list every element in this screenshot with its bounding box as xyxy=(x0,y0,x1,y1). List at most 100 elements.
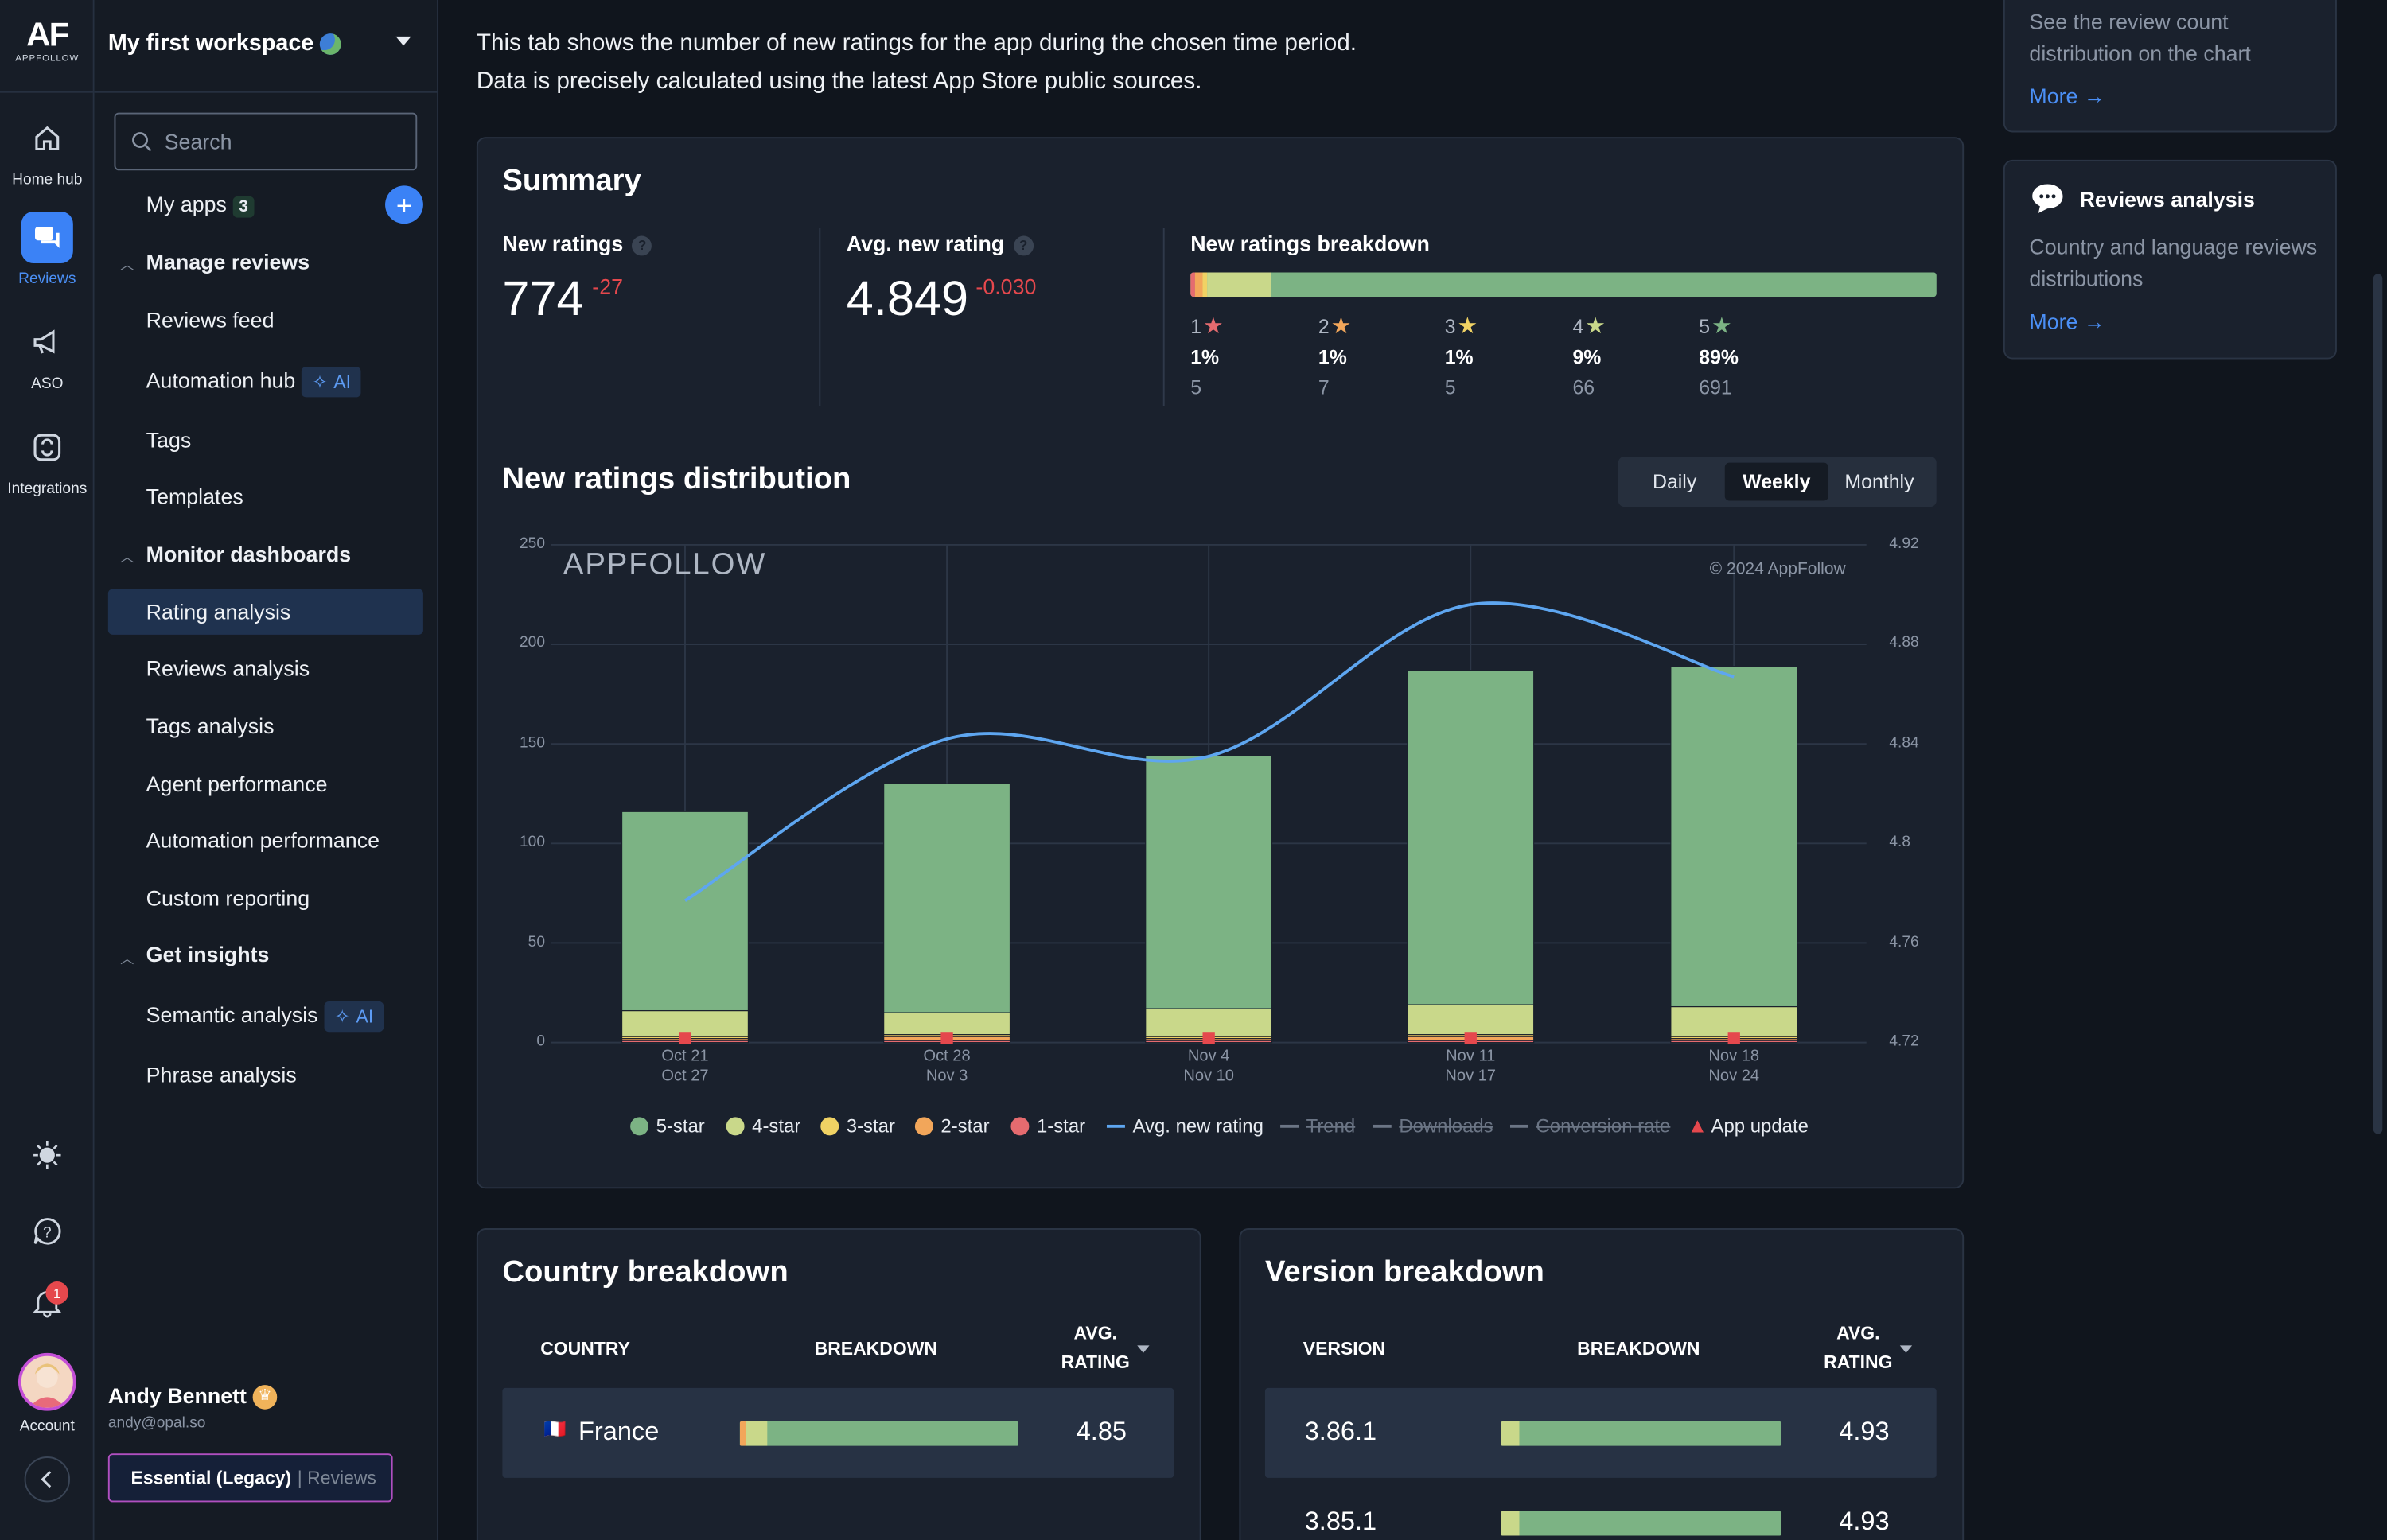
magic-wand-icon: ✧ xyxy=(312,371,328,393)
legend-item-5-star[interactable]: 5-star xyxy=(630,1115,705,1137)
legend-item-conversion-rate[interactable]: Conversion rate xyxy=(1509,1115,1671,1138)
sidebar-item-phrase-analysis[interactable]: Phrase analysis xyxy=(146,1062,297,1087)
sidebar-item-reviews-feed[interactable]: Reviews feed xyxy=(146,307,275,332)
section-get-insights[interactable]: Get insights xyxy=(146,942,270,966)
help-icon[interactable]: ? xyxy=(25,1208,70,1254)
column-header-avg-rating[interactable]: AVG. RATING xyxy=(1824,1322,1893,1373)
chart-watermark: APPFOLLOW xyxy=(563,547,767,581)
star-rating-label: 4 ★ xyxy=(1572,312,1605,340)
sort-desc-icon[interactable] xyxy=(1899,1345,1913,1353)
breakdown-column-1-star: 1 ★ 1% 5 xyxy=(1190,312,1223,399)
sidebar-item-custom-reporting[interactable]: Custom reporting xyxy=(146,885,310,911)
sidebar-item-agent-performance[interactable]: Agent performance xyxy=(146,772,328,796)
more-link[interactable]: More → xyxy=(2029,84,2105,108)
help-icon[interactable]: ? xyxy=(632,235,652,256)
ai-badge: ✧ AI xyxy=(301,367,362,398)
theme-toggle-icon[interactable] xyxy=(25,1132,70,1177)
legend-item-3-star[interactable]: 3-star xyxy=(820,1115,895,1137)
home-icon xyxy=(21,113,73,165)
breakdown-count: 5 xyxy=(1444,375,1456,399)
avatar[interactable] xyxy=(18,1352,76,1411)
rail-home-hub[interactable]: Home hub xyxy=(0,113,95,189)
y-axis-tick: 50 xyxy=(528,933,545,951)
star-count-label: 5 xyxy=(1699,315,1711,338)
sidebar-item-rating-analysis[interactable]: Rating analysis xyxy=(146,599,291,624)
y2-axis-tick: 4.84 xyxy=(1889,734,1919,752)
legend-item-downloads[interactable]: Downloads xyxy=(1373,1115,1493,1137)
legend-item-avg-new-rating[interactable]: Avg. new rating xyxy=(1106,1115,1264,1137)
help-icon[interactable]: ? xyxy=(1013,235,1034,256)
integrations-icon xyxy=(21,422,73,473)
sidebar-item-tags-analysis[interactable]: Tags analysis xyxy=(146,714,275,738)
rail-reviews[interactable]: Reviews xyxy=(0,211,95,288)
version-name: 3.86.1 xyxy=(1304,1417,1377,1446)
section-manage-reviews[interactable]: Manage reviews xyxy=(146,249,310,274)
breakdown-count: 5 xyxy=(1190,375,1202,399)
workspace-switcher[interactable]: My first workspace xyxy=(108,30,342,56)
legend-item-app-update[interactable]: App update xyxy=(1691,1115,1809,1137)
legend-label: Conversion rate xyxy=(1536,1115,1671,1138)
sidebar-item-my-apps[interactable]: My apps 3 xyxy=(146,192,255,218)
column-header-version[interactable]: VERSION xyxy=(1303,1337,1386,1359)
column-header-country[interactable]: COUNTRY xyxy=(540,1337,630,1359)
legend-dot-icon xyxy=(1010,1117,1030,1136)
rail-integrations[interactable]: Integrations xyxy=(0,422,95,498)
period-monthly-button[interactable]: Monthly xyxy=(1844,470,1914,493)
apps-count-badge: 3 xyxy=(232,196,255,218)
sidebar-item-automation-hub[interactable]: Automation hub ✧ AI xyxy=(146,367,362,398)
column-header-avg-rating[interactable]: AVG. RATING xyxy=(1061,1322,1130,1373)
search-box[interactable] xyxy=(114,112,418,171)
country-breakdown-bar xyxy=(739,1421,1018,1446)
bar-5-star-0 xyxy=(621,811,749,1012)
sidebar-item-tags[interactable]: Tags xyxy=(146,427,192,453)
section-monitor-dashboards[interactable]: Monitor dashboards xyxy=(146,542,352,566)
legend-line-icon xyxy=(1373,1124,1392,1128)
breakdown-count: 7 xyxy=(1318,375,1330,399)
legend-item-1-star[interactable]: 1-star xyxy=(1010,1115,1085,1137)
legend-item-4-star[interactable]: 4-star xyxy=(726,1115,800,1137)
user-name: Andy Bennett ♛ xyxy=(108,1383,278,1410)
crown-icon: ♛ xyxy=(252,1385,278,1410)
add-app-button[interactable]: + xyxy=(385,185,423,224)
version-breakdown-title: Version breakdown xyxy=(1264,1255,1544,1289)
chevron-up-icon[interactable]: ︿ xyxy=(120,951,134,966)
sidebar-item-reviews-analysis[interactable]: Reviews analysis xyxy=(146,655,310,681)
star-rating-label: 2 ★ xyxy=(1318,312,1351,340)
reviews-analysis-text: Country and language reviews distributio… xyxy=(2029,234,2318,291)
megaphone-icon xyxy=(21,317,73,368)
scrollbar[interactable] xyxy=(2373,274,2383,1134)
globe-icon xyxy=(320,33,342,55)
appfollow-logo[interactable]: AF APPFOLLOW xyxy=(15,15,80,64)
account-label[interactable]: Account xyxy=(19,1418,75,1436)
chevron-up-icon[interactable]: ︿ xyxy=(120,257,134,273)
y-axis-tick: 250 xyxy=(520,535,545,553)
legend-item-2-star[interactable]: 2-star xyxy=(914,1115,990,1137)
rail-aso[interactable]: ASO xyxy=(0,317,95,393)
period-daily-button[interactable]: Daily xyxy=(1652,470,1697,493)
legend-item-trend[interactable]: Trend xyxy=(1280,1115,1355,1137)
magic-wand-icon: ✧ xyxy=(334,1005,350,1028)
caret-down-icon[interactable] xyxy=(395,36,411,46)
sidebar-item-templates[interactable]: Templates xyxy=(146,484,243,509)
legend-label: Trend xyxy=(1306,1115,1356,1138)
search-input[interactable] xyxy=(164,129,393,154)
bar-4-star-3 xyxy=(1407,1004,1535,1036)
sidebar-item-automation-performance[interactable]: Automation performance xyxy=(146,827,380,853)
bar-5-star-3 xyxy=(1407,670,1535,1005)
sidebar-item-semantic-analysis[interactable]: Semantic analysis ✧ AI xyxy=(146,1001,384,1032)
breakdown-count: 66 xyxy=(1572,375,1595,399)
chevron-up-icon[interactable]: ︿ xyxy=(120,549,134,565)
app-update-marker xyxy=(679,1032,691,1044)
ratings-breakdown-bar xyxy=(1190,272,1937,298)
collapse-sidebar-button[interactable] xyxy=(24,1456,71,1503)
breakdown-percent: 1% xyxy=(1444,345,1474,369)
period-weekly-button[interactable]: Weekly xyxy=(1724,462,1828,501)
more-link[interactable]: More → xyxy=(2029,309,2105,334)
legend-dot-icon xyxy=(630,1117,649,1136)
sort-desc-icon[interactable] xyxy=(1137,1345,1150,1353)
new-ratings-label: New ratings? xyxy=(502,231,652,256)
plan-badge[interactable]: Essential (Legacy) | Reviews xyxy=(107,1453,393,1503)
y2-axis-tick: 4.88 xyxy=(1889,635,1919,652)
country-avg-rating: 4.85 xyxy=(1076,1417,1127,1446)
